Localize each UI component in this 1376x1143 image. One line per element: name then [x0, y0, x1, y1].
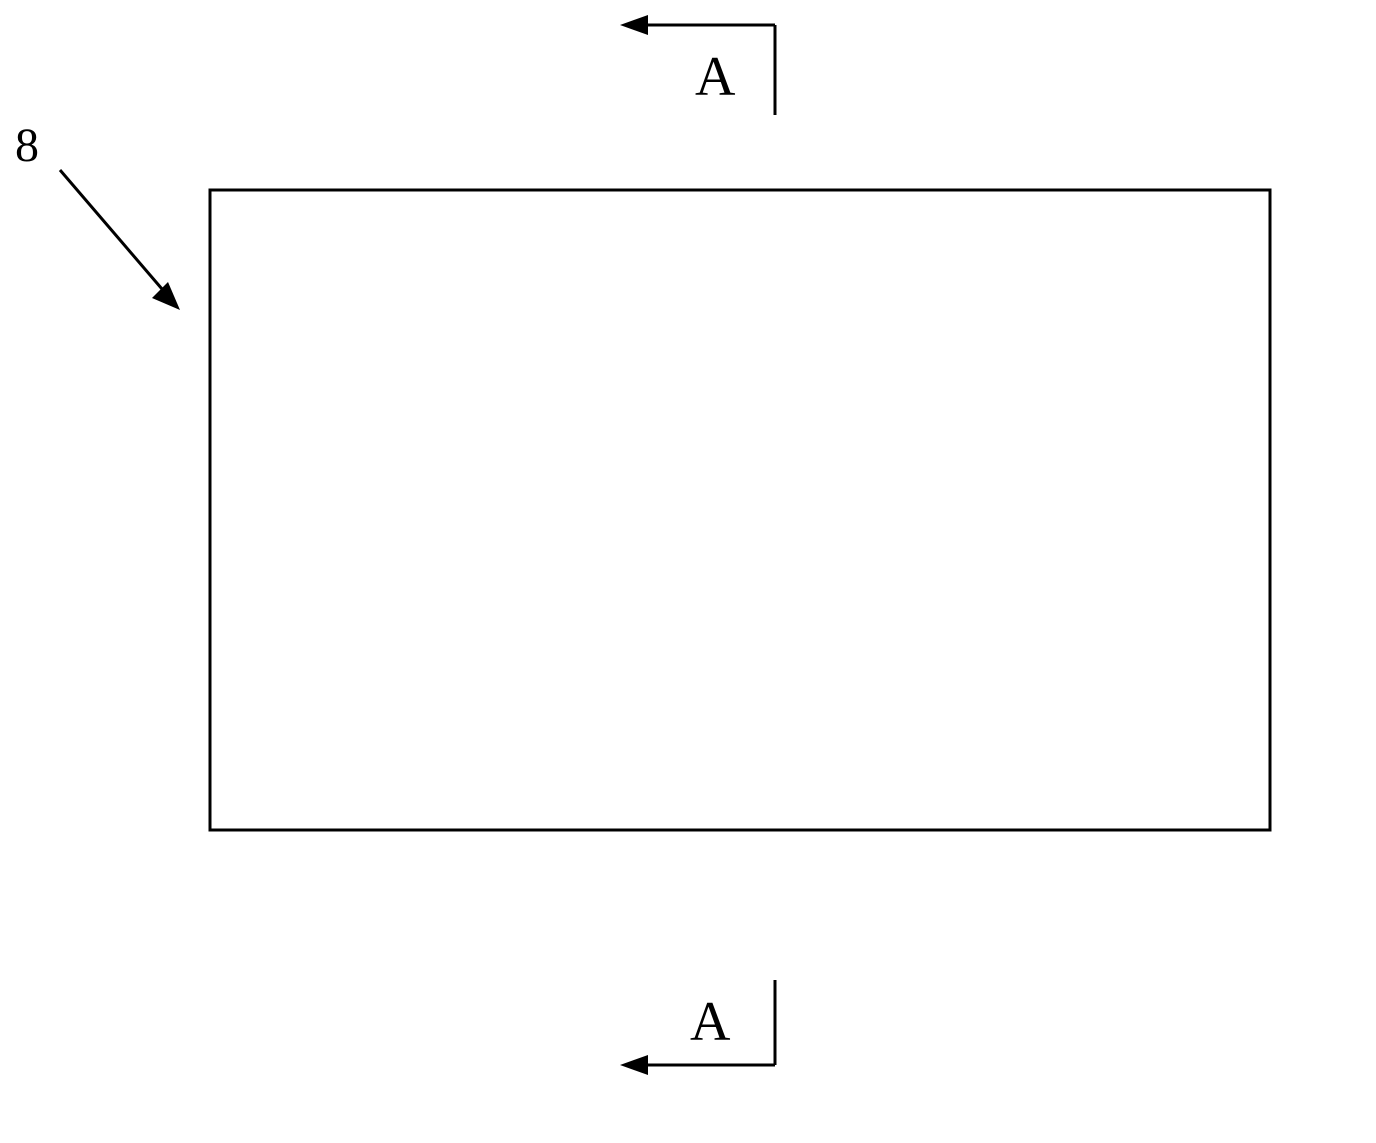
part-number-label: 8 [15, 118, 39, 173]
section-label-bottom: A [690, 990, 730, 1054]
part-number-arrow [60, 170, 180, 310]
diagram-canvas [0, 0, 1376, 1143]
section-label-top: A [695, 45, 735, 109]
main-rectangle [210, 190, 1270, 830]
